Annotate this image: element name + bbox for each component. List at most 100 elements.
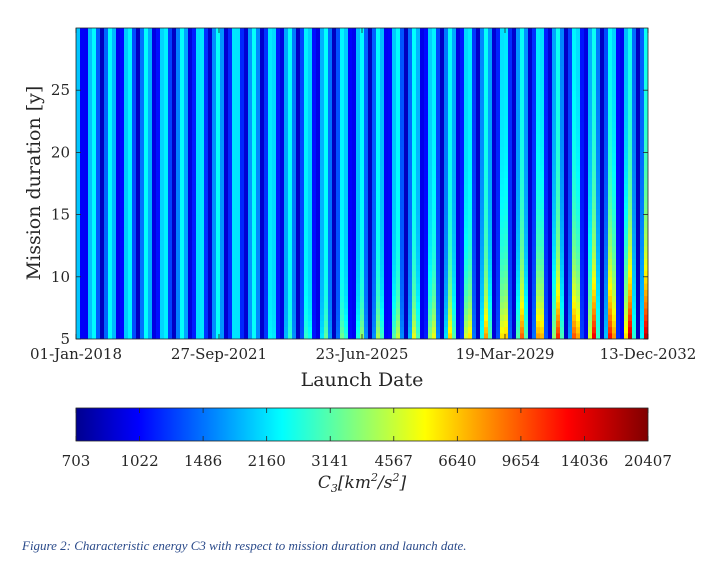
heatmap-cell: [440, 264, 445, 272]
heatmap-cell: [352, 52, 357, 60]
heatmap-cell: [296, 83, 301, 91]
heatmap-cell: [336, 96, 341, 104]
heatmap-cell: [380, 152, 385, 160]
heatmap-cell: [300, 251, 305, 259]
heatmap-cell: [232, 71, 237, 79]
heatmap-cell: [368, 108, 373, 116]
heatmap-cell: [392, 258, 397, 265]
heatmap-cell: [104, 28, 109, 35]
heatmap-cell: [276, 276, 281, 284]
heatmap-cell: [104, 326, 109, 334]
heatmap-cell: [108, 283, 113, 290]
heatmap-cell: [204, 314, 209, 321]
heatmap-cell: [180, 152, 185, 160]
heatmap-cell: [128, 164, 133, 172]
heatmap-cell: [320, 332, 325, 339]
heatmap-cell: [156, 276, 161, 284]
heatmap-cell: [416, 108, 421, 116]
heatmap-cell: [80, 251, 85, 259]
heatmap-cell: [360, 177, 365, 185]
heatmap-cell: [292, 189, 297, 197]
heatmap-cell: [248, 83, 253, 91]
heatmap-cell: [276, 71, 281, 79]
heatmap-cell: [308, 332, 313, 339]
heatmap-cell: [176, 177, 181, 185]
heatmap-cell: [104, 239, 109, 247]
heatmap-cell: [116, 189, 121, 197]
heatmap-cell: [124, 77, 129, 85]
heatmap-cell: [228, 307, 233, 315]
heatmap-cell: [364, 102, 369, 110]
heatmap-cell: [284, 314, 289, 321]
heatmap-cell: [220, 239, 225, 247]
heatmap-cell: [376, 270, 381, 278]
heatmap-cell: [472, 102, 477, 110]
heatmap-cell: [148, 65, 153, 73]
heatmap-cell: [428, 133, 433, 141]
heatmap-cell: [188, 233, 193, 241]
heatmap-cell: [272, 152, 277, 160]
heatmap-cell: [356, 177, 361, 185]
heatmap-cell: [400, 307, 405, 315]
heatmap-cell: [88, 90, 93, 98]
heatmap-cell: [132, 227, 137, 234]
heatmap-cell: [292, 332, 297, 339]
heatmap-cell: [268, 283, 273, 290]
heatmap-cell: [324, 307, 329, 315]
heatmap-cell: [316, 164, 321, 172]
heatmap-cell: [188, 220, 193, 228]
heatmap-cell: [244, 108, 249, 116]
heatmap-cell: [120, 133, 125, 141]
heatmap-cell: [444, 46, 449, 54]
heatmap-cell: [288, 46, 293, 54]
heatmap-cell: [420, 139, 425, 147]
heatmap-cell: [348, 208, 353, 216]
heatmap-cell: [280, 264, 285, 272]
heatmap-cell: [152, 34, 157, 42]
heatmap-cell: [316, 320, 321, 328]
heatmap-cell: [296, 40, 301, 48]
heatmap-cell: [168, 214, 173, 222]
heatmap-cell: [232, 314, 237, 321]
heatmap-cell: [216, 332, 221, 339]
heatmap-cell: [464, 276, 469, 284]
heatmap-cell: [112, 146, 117, 153]
heatmap-cell: [220, 189, 225, 197]
heatmap-cell: [156, 40, 161, 48]
heatmap-cell: [92, 301, 97, 309]
heatmap-cell: [216, 52, 221, 60]
heatmap-cell: [180, 90, 185, 98]
heatmap-cell: [360, 214, 365, 222]
heatmap-cell: [240, 34, 245, 42]
heatmap-cell: [276, 326, 281, 334]
heatmap-cell: [468, 177, 473, 185]
heatmap-cell: [124, 220, 129, 228]
heatmap-cell: [424, 239, 429, 247]
heatmap-cell: [312, 276, 317, 284]
heatmap-cell: [396, 183, 401, 191]
heatmap-cell: [116, 326, 121, 334]
heatmap-cell: [224, 90, 229, 98]
heatmap-cell: [180, 189, 185, 197]
heatmap-cell: [300, 307, 305, 315]
heatmap-cell: [352, 133, 357, 141]
heatmap-cell: [288, 52, 293, 60]
heatmap-cell: [328, 83, 333, 91]
heatmap-cell: [420, 220, 425, 228]
heatmap-cell: [204, 307, 209, 315]
heatmap-cell: [184, 227, 189, 234]
heatmap-cell: [248, 146, 253, 153]
heatmap-cell: [252, 152, 257, 160]
heatmap-cell: [364, 189, 369, 197]
heatmap-cell: [336, 71, 341, 79]
heatmap-cell: [288, 152, 293, 160]
heatmap-cell: [248, 251, 253, 259]
heatmap-cell: [456, 152, 461, 160]
heatmap-cell: [272, 133, 277, 141]
heatmap-cell: [472, 326, 477, 334]
heatmap-cell: [448, 59, 453, 66]
heatmap-cell: [436, 214, 441, 222]
heatmap-cell: [172, 320, 177, 328]
heatmap-cell: [328, 301, 333, 309]
heatmap-cell: [144, 83, 149, 91]
